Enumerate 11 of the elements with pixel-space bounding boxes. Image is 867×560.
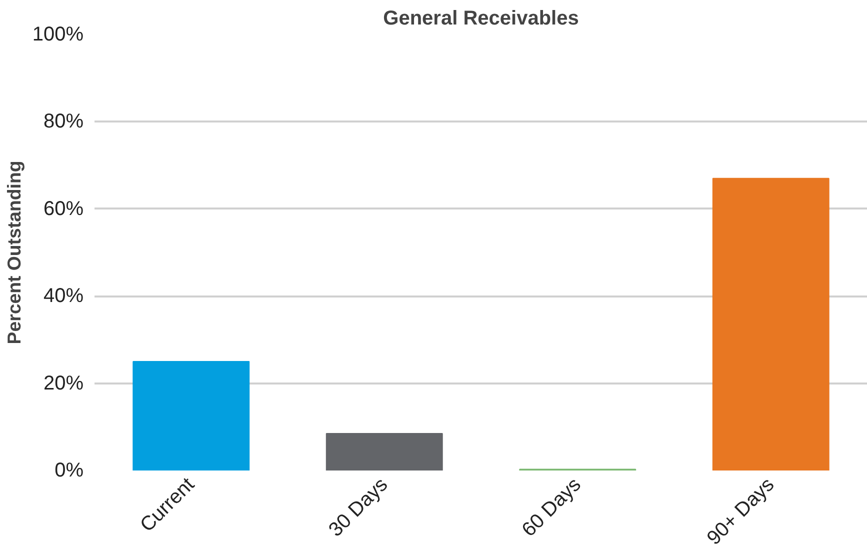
chart-title: General Receivables (383, 8, 579, 30)
y-tick-label: 0% (54, 460, 84, 482)
y-tick-label: 60% (43, 198, 84, 220)
bar (132, 361, 250, 470)
y-tick-label: 20% (43, 372, 84, 394)
y-tick-label: 40% (43, 285, 84, 308)
bar (326, 432, 443, 470)
y-tick-label: 100% (32, 24, 84, 46)
y-tick-label: 80% (43, 110, 84, 133)
y-axis-title: Percent Outstanding (3, 160, 24, 344)
bar (712, 178, 830, 470)
